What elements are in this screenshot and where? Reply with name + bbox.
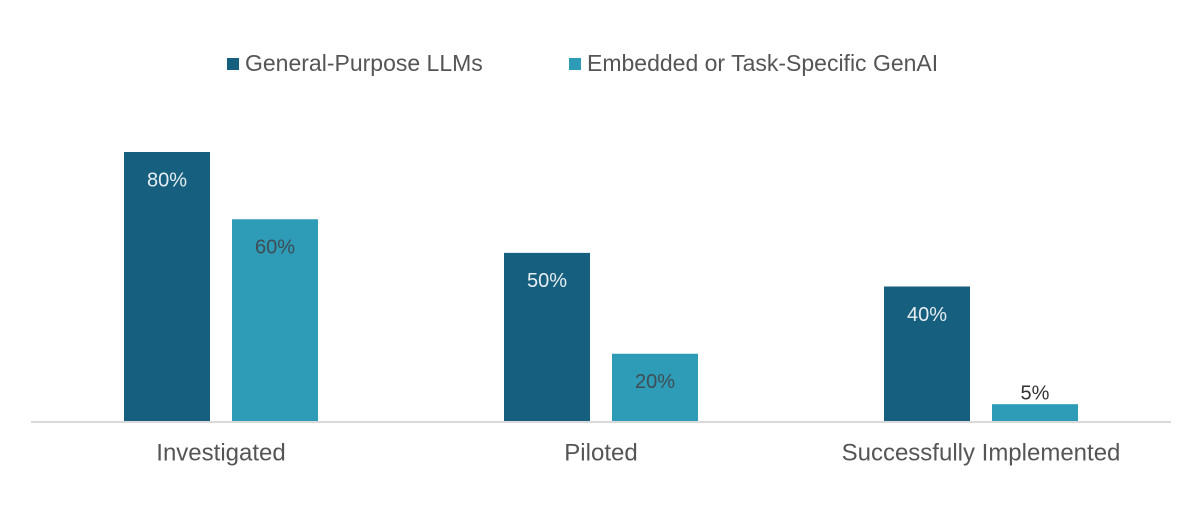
value-label: 60%	[255, 237, 295, 259]
legend-swatch	[227, 58, 239, 70]
legend-swatch	[569, 58, 581, 70]
bar	[124, 152, 210, 421]
bar	[992, 404, 1078, 421]
value-label: 80%	[147, 169, 187, 191]
bar	[504, 252, 590, 421]
legend-label: General-Purpose LLMs	[245, 50, 483, 76]
x-tick-label: Successfully Implemented	[842, 439, 1121, 466]
bar	[232, 219, 318, 421]
legend-label: Embedded or Task-Specific GenAI	[587, 50, 938, 76]
x-tick-label: Piloted	[564, 439, 637, 466]
bar	[612, 353, 698, 421]
value-label: 40%	[907, 304, 947, 326]
value-label: 50%	[527, 270, 567, 292]
value-label: 5%	[1021, 382, 1050, 404]
x-tick-label: Investigated	[156, 439, 285, 466]
bar	[884, 286, 970, 421]
value-label: 20%	[635, 371, 675, 393]
